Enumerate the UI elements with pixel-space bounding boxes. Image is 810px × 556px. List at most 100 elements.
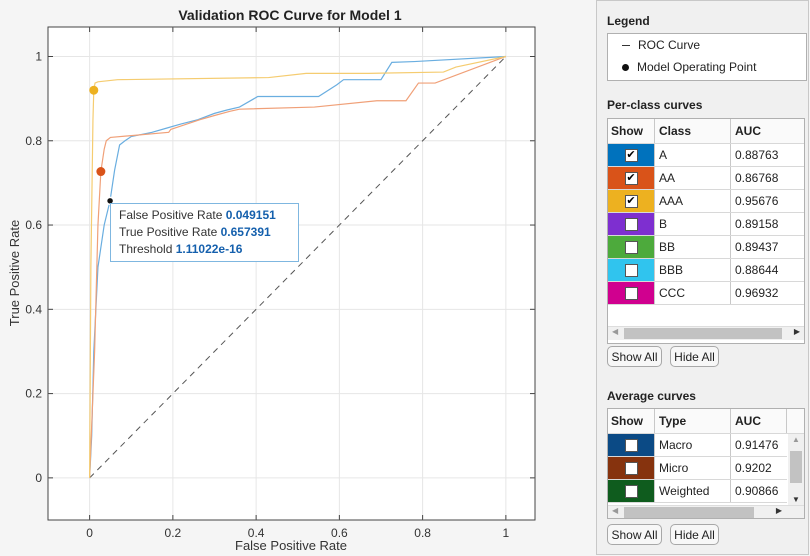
legend-title: Legend bbox=[607, 14, 650, 28]
color-swatch: ✔ bbox=[608, 190, 655, 212]
side-panel: Legend ROC Curve Model Operating Point P… bbox=[596, 0, 809, 555]
y-tick-label: 1 bbox=[35, 49, 42, 63]
average-show-all-button[interactable]: Show All bbox=[607, 524, 662, 545]
y-tick-label: 0.6 bbox=[25, 218, 42, 232]
color-swatch bbox=[608, 213, 655, 235]
legend: ROC Curve Model Operating Point bbox=[607, 33, 807, 81]
col-show[interactable]: Show bbox=[608, 119, 655, 143]
color-swatch: ✔ bbox=[608, 144, 655, 166]
col-show[interactable]: Show bbox=[608, 409, 655, 433]
average-hscrollbar[interactable]: ◀ ▶ bbox=[608, 505, 804, 518]
col-type[interactable]: Type bbox=[655, 409, 731, 433]
class-auc: 0.88763 bbox=[735, 148, 779, 162]
x-tick-label: 0.2 bbox=[165, 526, 182, 540]
legend-operating-point: Model Operating Point bbox=[637, 60, 757, 74]
x-tick-label: 0.6 bbox=[331, 526, 348, 540]
col-auc[interactable]: AUC bbox=[735, 124, 761, 138]
class-auc: 0.86768 bbox=[735, 171, 779, 185]
chart-title: Validation ROC Curve for Model 1 bbox=[178, 7, 401, 23]
class-auc: 0.95676 bbox=[735, 194, 779, 208]
per-class-title: Per-class curves bbox=[607, 98, 703, 112]
color-swatch bbox=[608, 480, 655, 502]
class-label: A bbox=[655, 144, 731, 166]
tip-tpr-label: True Positive Rate bbox=[119, 225, 218, 239]
average-row: Weighted 0.90866 bbox=[608, 480, 787, 503]
show-checkbox[interactable] bbox=[624, 484, 638, 498]
show-checkbox[interactable]: ✔ bbox=[624, 171, 638, 185]
per-class-hscrollbar[interactable]: ◀ ▶ bbox=[608, 326, 804, 340]
class-label: B bbox=[655, 213, 731, 235]
show-checkbox[interactable] bbox=[624, 438, 638, 452]
color-swatch bbox=[608, 434, 655, 456]
average-label: Macro bbox=[655, 434, 731, 456]
operating-point-aa[interactable] bbox=[96, 167, 106, 177]
color-swatch bbox=[608, 236, 655, 258]
tip-fpr-label: False Positive Rate bbox=[119, 208, 223, 222]
x-tick-label: 1 bbox=[503, 526, 510, 540]
average-label: Weighted bbox=[655, 480, 731, 502]
show-checkbox[interactable]: ✔ bbox=[624, 194, 638, 208]
y-axis-label: True Positive Rate bbox=[7, 220, 22, 326]
tip-fpr-value: 0.049151 bbox=[225, 208, 276, 222]
class-label: AAA bbox=[655, 190, 731, 212]
class-row: ✔ A 0.88763 bbox=[608, 144, 804, 167]
class-row: ✔ AAA 0.95676 bbox=[608, 190, 804, 213]
class-auc: 0.88644 bbox=[735, 263, 779, 277]
y-tick-label: 0.8 bbox=[25, 134, 42, 148]
show-checkbox[interactable] bbox=[624, 461, 638, 475]
tip-threshold-value: 1.11022e-16 bbox=[175, 242, 243, 256]
show-checkbox[interactable]: ✔ bbox=[624, 148, 638, 162]
y-tick-label: 0.2 bbox=[25, 387, 42, 401]
roc-curve-aaa[interactable] bbox=[89, 55, 506, 478]
average-auc: 0.90866 bbox=[735, 484, 779, 498]
average-row: Micro 0.9202 bbox=[608, 457, 787, 480]
class-row: ✔ AA 0.86768 bbox=[608, 167, 804, 190]
class-auc: 0.89437 bbox=[735, 240, 779, 254]
col-class[interactable]: Class bbox=[655, 119, 731, 143]
color-swatch: ✔ bbox=[608, 167, 655, 189]
color-swatch bbox=[608, 457, 655, 479]
class-label: BB bbox=[655, 236, 731, 258]
class-row: B 0.89158 bbox=[608, 213, 804, 236]
average-auc: 0.9202 bbox=[735, 461, 772, 475]
show-checkbox[interactable] bbox=[624, 217, 638, 231]
average-label: Micro bbox=[655, 457, 731, 479]
average-curves-title: Average curves bbox=[607, 389, 696, 403]
roc-curve-a[interactable] bbox=[89, 55, 506, 478]
operating-point-aaa[interactable] bbox=[89, 85, 99, 95]
class-label: BBB bbox=[655, 259, 731, 281]
class-row: CCC 0.96932 bbox=[608, 282, 804, 305]
y-tick-label: 0.4 bbox=[25, 302, 42, 316]
show-checkbox[interactable] bbox=[624, 263, 638, 277]
x-tick-label: 0.4 bbox=[248, 526, 265, 540]
average-curves-table: Show Type AUC Macro 0.91476 Micro 0.9202 Weigh… bbox=[607, 408, 805, 519]
x-tick-label: 0.8 bbox=[414, 526, 431, 540]
col-auc[interactable]: AUC bbox=[731, 409, 787, 433]
y-tick-label: 0 bbox=[35, 471, 42, 485]
show-checkbox[interactable] bbox=[624, 240, 638, 254]
roc-chart: 0 0.2 0.4 0.6 0.8 1 0 0.2 0.4 0.6 0.8 1 Validation … bbox=[7, 7, 536, 553]
class-label: AA bbox=[655, 167, 731, 189]
per-class-show-all-button[interactable]: Show All bbox=[607, 346, 662, 367]
average-row: Macro 0.91476 bbox=[608, 434, 787, 457]
average-vscrollbar[interactable]: ▲ ▼ bbox=[788, 434, 804, 505]
class-row: BBB 0.88644 bbox=[608, 259, 804, 282]
class-label: CCC bbox=[655, 282, 731, 304]
class-row: BB 0.89437 bbox=[608, 236, 804, 259]
per-class-hide-all-button[interactable]: Hide All bbox=[670, 346, 719, 367]
legend-roc-curve: ROC Curve bbox=[638, 38, 701, 52]
x-tick-label: 0 bbox=[86, 526, 93, 540]
average-hide-all-button[interactable]: Hide All bbox=[670, 524, 719, 545]
data-tip[interactable]: False Positive Rate 0.049151 True Positi… bbox=[110, 203, 299, 262]
class-auc: 0.96932 bbox=[735, 286, 779, 300]
color-swatch bbox=[608, 282, 655, 304]
x-axis-label: False Positive Rate bbox=[235, 538, 347, 553]
class-auc: 0.89158 bbox=[735, 217, 779, 231]
line-icon bbox=[622, 44, 630, 46]
dot-icon bbox=[622, 63, 629, 71]
color-swatch bbox=[608, 259, 655, 281]
tip-tpr-value: 0.657391 bbox=[220, 225, 271, 239]
show-checkbox[interactable] bbox=[624, 286, 638, 300]
average-auc: 0.91476 bbox=[735, 438, 779, 452]
per-class-table: Show Class AUC ✔ A 0.88763 ✔ AA 0.86768 ✔ AAA 0.95… bbox=[607, 118, 805, 344]
